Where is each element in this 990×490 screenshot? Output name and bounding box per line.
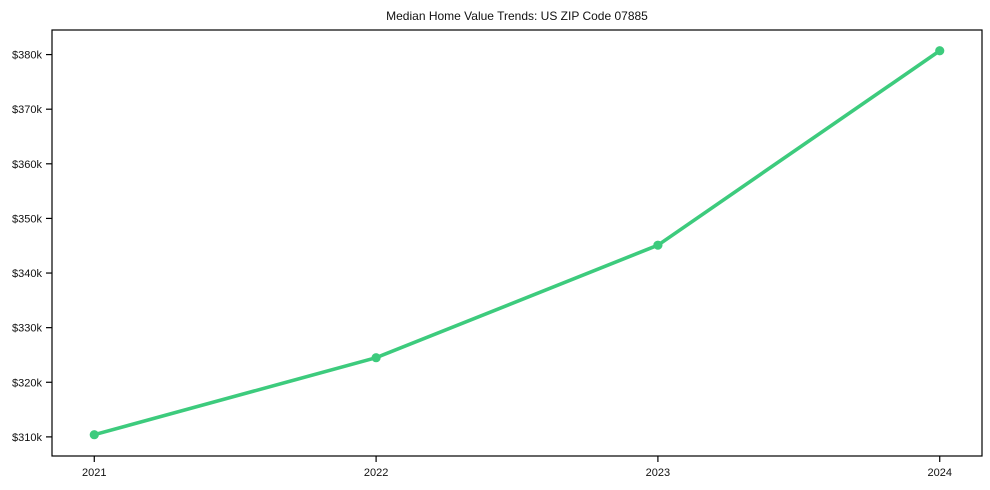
y-tick-label: $320k: [12, 377, 42, 389]
y-tick-label: $310k: [12, 432, 42, 444]
y-tick-label: $380k: [12, 50, 42, 62]
x-tick-label: 2022: [364, 467, 388, 479]
y-tick-label: $330k: [12, 323, 42, 335]
axes-frame: [51, 29, 983, 457]
series-line: [92, 48, 942, 437]
y-tick-label: $370k: [12, 104, 42, 116]
y-tick-label: $360k: [12, 159, 42, 171]
data-point-marker: [653, 240, 663, 250]
data-point-marker: [371, 353, 381, 363]
y-tick-label: $340k: [12, 268, 42, 280]
data-point-marker: [89, 430, 99, 440]
x-tick-label: 2023: [646, 467, 670, 479]
y-tick-label: $350k: [12, 213, 42, 225]
x-tick-label: 2021: [82, 467, 106, 479]
chart-title: Median Home Value Trends: US ZIP Code 07…: [386, 9, 648, 23]
data-point-marker: [935, 46, 945, 56]
x-tick-label: 2024: [927, 467, 951, 479]
